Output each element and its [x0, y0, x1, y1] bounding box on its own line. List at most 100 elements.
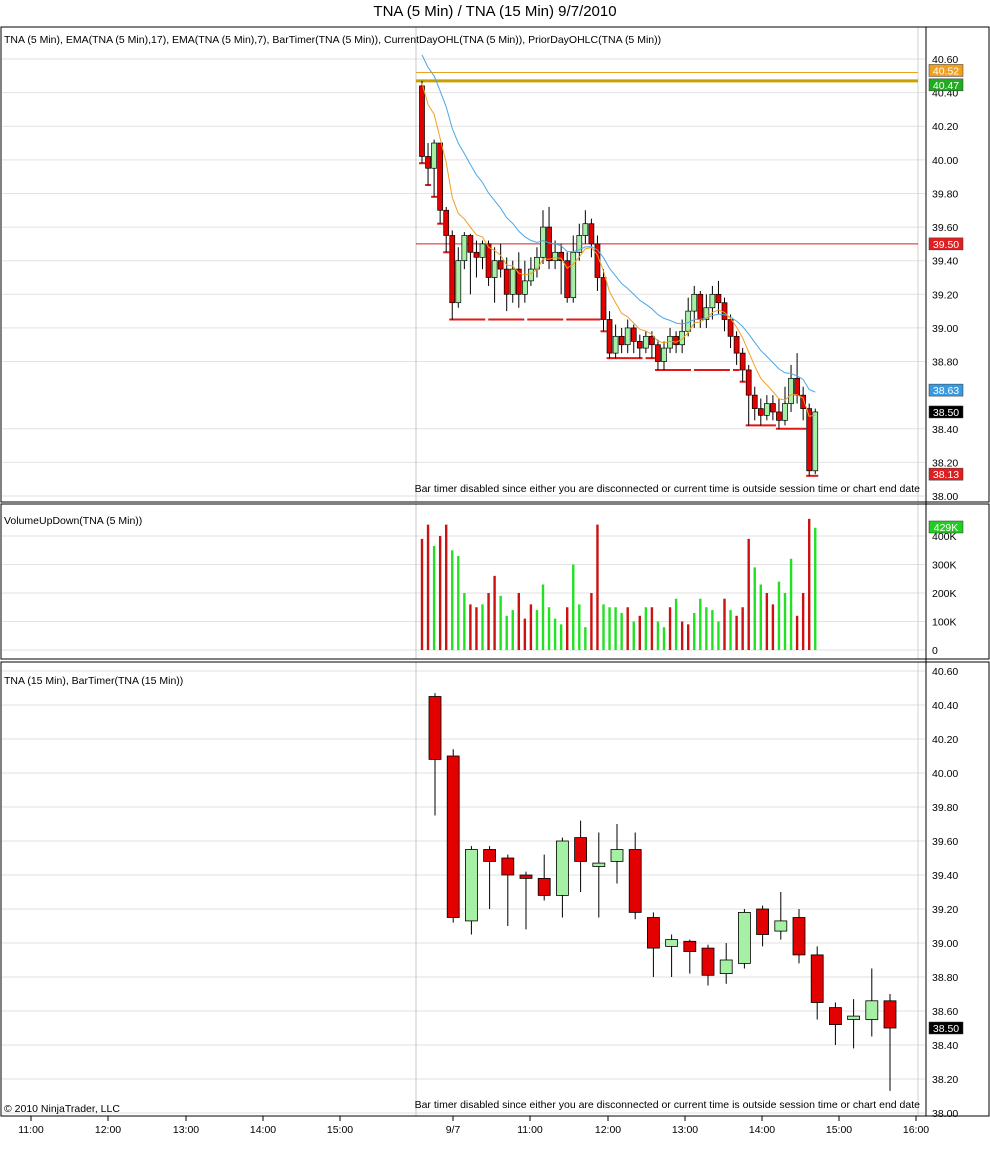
- price5-marker-box: [928, 467, 964, 481]
- price5-y-tick-label: 40.60: [932, 54, 958, 66]
- window-title: TNA (5 Min) / TNA (15 Min) 9/7/2010: [373, 3, 617, 20]
- candle-5min: [431, 142, 437, 169]
- candle-5min: [558, 251, 565, 262]
- price5-marker-label: 38.13: [933, 469, 959, 481]
- candle-5min: [697, 293, 704, 320]
- x-tick-label: 11:00: [18, 1124, 44, 1136]
- price15-y-tick-label: 39.60: [932, 836, 958, 848]
- candle-5min: [757, 408, 764, 416]
- candle-5min: [491, 260, 498, 278]
- candle-5min: [715, 293, 722, 304]
- candle-5min: [691, 293, 698, 312]
- price15-y-tick-label: 38.80: [932, 972, 958, 984]
- candle-5min: [733, 335, 740, 354]
- candle-15min: [883, 1000, 897, 1029]
- candle-5min: [806, 408, 813, 472]
- candle-5min: [812, 411, 819, 472]
- candle-5min: [624, 327, 631, 346]
- candle-5min: [546, 226, 552, 262]
- candle-5min: [437, 142, 443, 211]
- candle-5min: [467, 235, 474, 253]
- x-tick-label: 11:00: [517, 1124, 543, 1136]
- price15-y-tick-label: 38.20: [932, 1074, 958, 1086]
- candle-5min: [721, 302, 728, 320]
- candle-5min: [655, 344, 661, 362]
- candle-5min: [673, 335, 679, 346]
- ema-7-line: [421, 83, 816, 417]
- candle-5min: [479, 243, 486, 258]
- candle-15min: [701, 947, 715, 976]
- panel-title-volume: VolumeUpDown(TNA (5 Min)): [4, 515, 142, 527]
- price5-y-tick-label: 38.80: [932, 357, 958, 369]
- candle-15min: [556, 840, 569, 896]
- price5-y-tick-label: 39.60: [932, 222, 958, 234]
- price5-marker-label: 39.50: [933, 239, 959, 251]
- candle-15min: [829, 1007, 842, 1025]
- candle-5min: [576, 235, 583, 253]
- x-tick-label: 16:00: [903, 1124, 929, 1136]
- candle-5min: [788, 377, 794, 404]
- price5-y-tick-label: 39.00: [932, 323, 958, 335]
- x-tick-label: 9/7: [446, 1124, 461, 1136]
- x-tick-label: 15:00: [826, 1124, 852, 1136]
- candle-5min: [794, 377, 800, 396]
- candle-5min: [649, 335, 655, 346]
- candle-5min: [461, 235, 468, 262]
- candle-5min: [763, 403, 770, 416]
- candle-15min: [483, 849, 497, 862]
- candle-5min: [618, 335, 625, 346]
- candle-5min: [521, 280, 528, 295]
- price5-marker-label: 38.63: [933, 385, 959, 397]
- candle-5min: [588, 223, 595, 245]
- candle-5min: [776, 411, 782, 421]
- candle-5min: [679, 330, 686, 346]
- price15-y-tick-label: 38.00: [932, 1108, 958, 1120]
- candle-15min: [865, 1000, 879, 1020]
- copyright: © 2010 NinjaTrader, LLC: [4, 1103, 120, 1115]
- price5-y-tick-label: 39.80: [932, 188, 958, 200]
- candle-15min: [464, 849, 478, 922]
- ema-17-line: [421, 54, 816, 393]
- candle-5min: [552, 251, 558, 262]
- bar-timer-note-5min: Bar timer disabled since either you are …: [415, 483, 921, 495]
- price15-y-tick-label: 40.20: [932, 734, 958, 746]
- candle-5min: [709, 293, 716, 309]
- x-tick-label: 12:00: [95, 1124, 121, 1136]
- candle-15min: [774, 920, 788, 932]
- candle-5min: [782, 403, 788, 421]
- candle-15min: [501, 857, 515, 876]
- candle-5min: [443, 209, 450, 236]
- candle-15min: [683, 940, 697, 952]
- candle-5min: [503, 268, 510, 295]
- candle-15min: [628, 849, 642, 913]
- candle-5min: [509, 268, 516, 295]
- candle-5min: [564, 260, 571, 299]
- candle-5min: [606, 319, 613, 354]
- candle-5min: [727, 319, 734, 337]
- price15-y-tick-label: 39.40: [932, 870, 958, 882]
- panel-price-5min: [0, 26, 990, 503]
- price15-y-tick-label: 38.60: [932, 1006, 958, 1018]
- candle-5min: [661, 347, 667, 362]
- candle-15min: [738, 912, 751, 964]
- price5-marker-label: 38.50: [933, 407, 959, 419]
- x-tick-label: 14:00: [250, 1124, 276, 1136]
- price15-y-tick-label: 40.60: [932, 666, 958, 678]
- price15-marker-label: 38.50: [933, 1023, 959, 1035]
- price15-y-tick-label: 40.00: [932, 768, 958, 780]
- candle-5min: [600, 277, 607, 320]
- candle-15min: [428, 696, 442, 760]
- candle-5min: [473, 251, 480, 258]
- bar-timer-note-15min: Bar timer disabled since either you are …: [415, 1099, 921, 1111]
- candle-5min: [770, 403, 776, 413]
- candle-15min: [756, 908, 769, 935]
- price5-y-tick-label: 38.20: [932, 457, 958, 469]
- volume-tick-label: 200K: [932, 588, 957, 600]
- candle-15min: [592, 862, 606, 867]
- candle-15min: [610, 849, 624, 862]
- price5-marker-label: 40.47: [933, 80, 959, 92]
- price5-marker-box: [928, 237, 964, 251]
- candle-15min: [810, 954, 824, 1003]
- x-tick-label: 12:00: [595, 1124, 621, 1136]
